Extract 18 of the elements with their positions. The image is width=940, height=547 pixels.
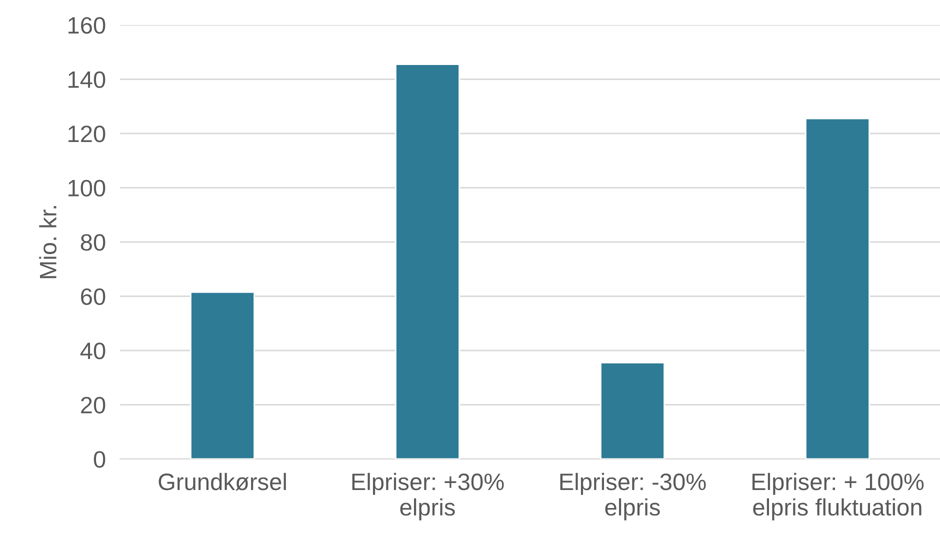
x-tick-label: Elpriser: +30% elpris — [352, 472, 504, 520]
y-tick-label: 0 — [94, 451, 106, 468]
y-tick-label: 100 — [68, 180, 106, 197]
bar — [805, 118, 870, 459]
bar — [190, 291, 255, 459]
y-tick-label: 60 — [81, 288, 106, 306]
y-axis-title: Mio. kr. — [39, 206, 56, 278]
y-tick-label: 160 — [68, 17, 106, 34]
x-tick-label: Elpriser: + 100% elpris fluktuation — [752, 472, 924, 520]
bar — [395, 64, 460, 459]
x-tick-label: Elpriser: -30% elpris — [560, 472, 706, 520]
y-tick-label: 80 — [80, 234, 106, 251]
y-tick-label: 120 — [68, 126, 106, 142]
y-tick-label: 140 — [68, 71, 106, 88]
y-tick-label: 20 — [81, 396, 106, 414]
bar — [600, 362, 665, 459]
y-tick-label: 40 — [80, 342, 106, 360]
x-tick-label: Grundkørsel — [158, 472, 286, 490]
